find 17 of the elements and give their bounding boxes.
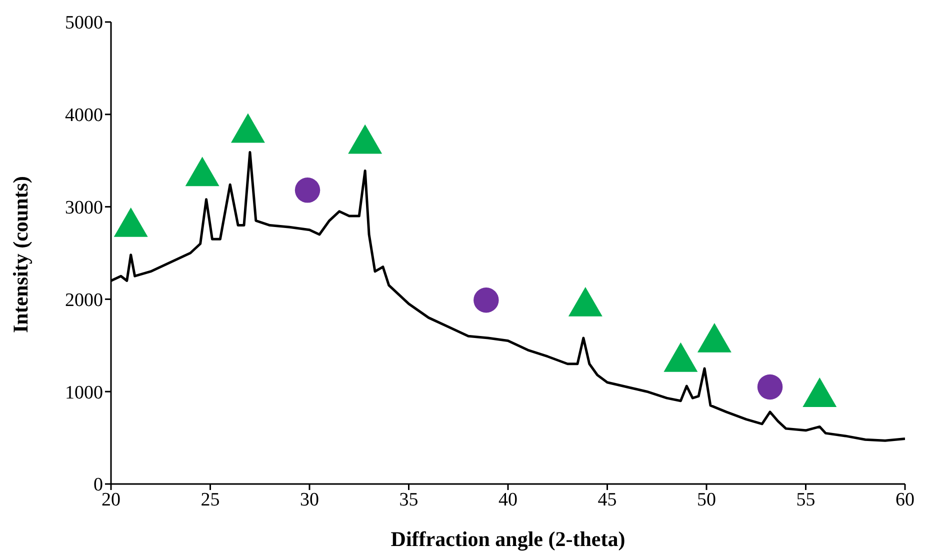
x-tick-label: 45	[598, 489, 617, 510]
x-tick-label: 30	[300, 489, 319, 510]
y-tick-label: 2000	[65, 290, 103, 311]
x-tick-label: 60	[896, 489, 914, 510]
x-tick-label: 20	[102, 489, 120, 510]
x-tick-label: 35	[399, 489, 418, 510]
y-tick-label: 3000	[65, 198, 103, 219]
x-tick-label: 50	[697, 489, 716, 510]
x-tick-label: 25	[200, 489, 220, 510]
x-tick-label: 40	[498, 489, 518, 510]
x-tick-label: 55	[796, 489, 816, 510]
y-axis-title: Intensity (counts)	[8, 176, 32, 333]
y-tick-label: 4000	[65, 105, 103, 126]
y-tick-label: 0	[94, 474, 103, 496]
y-tick-label: 5000	[65, 12, 103, 34]
x-axis-title: Diffraction angle (2-theta)	[390, 527, 626, 551]
y-tick-label: 1000	[65, 382, 103, 404]
